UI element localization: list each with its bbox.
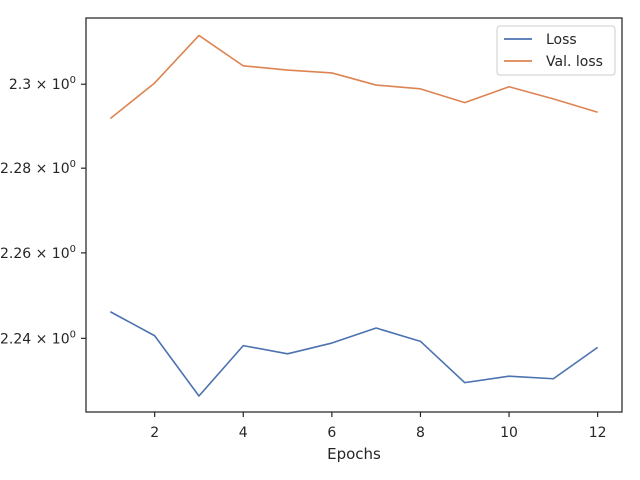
y-axis: 2.24 × 100 2.26 × 100 2.28 × 100 2.3 × 100 [0,75,86,347]
y-tick-label: 2.24 × 100 [0,329,76,347]
series-line-0 [109,311,599,397]
series-layer [109,34,599,397]
y-tick-label: 2.28 × 100 [0,159,76,177]
series-line-1 [109,34,598,120]
legend-label: Val. loss [546,54,603,70]
x-tick-label: 12 [589,425,607,441]
x-tick-label: 6 [327,425,336,441]
x-axis: 2 4 6 8 10 12 [150,412,607,441]
x-axis-title: Epochs [327,445,381,463]
x-tick-label: 2 [150,425,159,441]
legend: Loss Val. loss [496,25,616,76]
x-tick-label: 8 [416,425,425,441]
x-tick-label: 4 [239,425,248,441]
x-tick-label: 10 [500,425,518,441]
y-tick-label: 2.3 × 100 [9,75,76,93]
legend-label: Loss [546,32,577,48]
y-tick-label: 2.26 × 100 [0,244,76,262]
plot-frame [85,17,623,413]
